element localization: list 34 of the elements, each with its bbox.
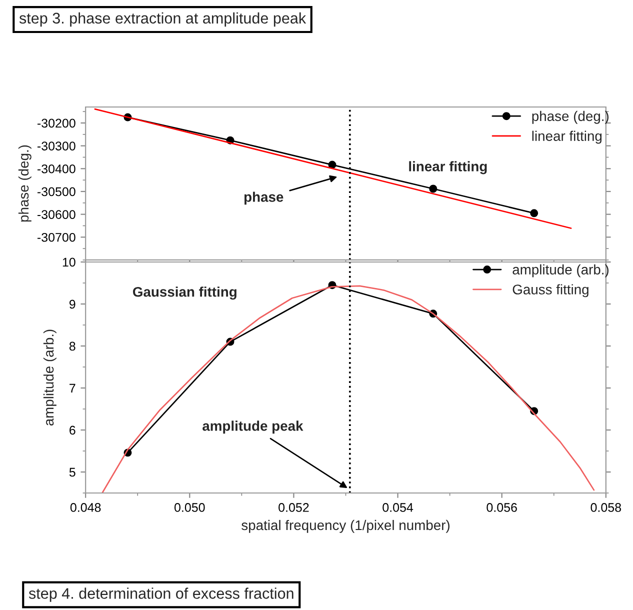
y-tick-label: 5: [69, 468, 76, 477]
y-tick-label: -30300: [37, 142, 76, 150]
x-tick-label: 0.048: [70, 503, 101, 512]
x-tick-label: 0.050: [174, 503, 205, 512]
x-tick-label: 0.054: [382, 503, 414, 512]
legend-label: Gauss fitting: [512, 284, 588, 298]
y-tick-label: -30700: [37, 232, 76, 242]
y-tick-label: 6: [70, 426, 76, 435]
text: step 4. determination of excess fraction: [28, 588, 294, 602]
x-tick-label: 0.052: [278, 503, 309, 512]
y-tick-label: 8: [69, 342, 76, 351]
y-tick-label: 7: [70, 384, 76, 393]
y-tick-label: -30600: [37, 210, 76, 219]
legend-label: phase (deg.): [532, 110, 609, 124]
annotation: Gaussian fitting: [132, 286, 236, 300]
chart-title: step 3. phase extraction at amplitude peak: [19, 12, 306, 27]
x-tick-label: 0.058: [590, 503, 622, 512]
x-axis-title: spatial frequency (1/pixel number): [242, 520, 450, 533]
y-axis-title: amplitude (arb.): [43, 330, 56, 426]
legend-label: amplitude (arb.): [512, 264, 609, 278]
y-tick-label: -30200: [37, 118, 76, 128]
legend-label: linear fitting: [532, 130, 602, 144]
y-axis-title: phase (deg.): [18, 145, 32, 222]
annotation: linear fitting: [409, 161, 487, 174]
annotation: amplitude peak: [202, 420, 304, 434]
x-tick-label: 0.056: [486, 503, 517, 512]
y-tick-label: 9: [69, 300, 76, 309]
y-tick-label: -30500: [37, 187, 76, 196]
point: [530, 209, 538, 218]
annotation: phase: [244, 192, 284, 205]
point: [328, 160, 336, 169]
y-tick-label: -30400: [37, 164, 76, 174]
y-tick-label: 10: [62, 258, 76, 267]
point: [429, 184, 438, 193]
